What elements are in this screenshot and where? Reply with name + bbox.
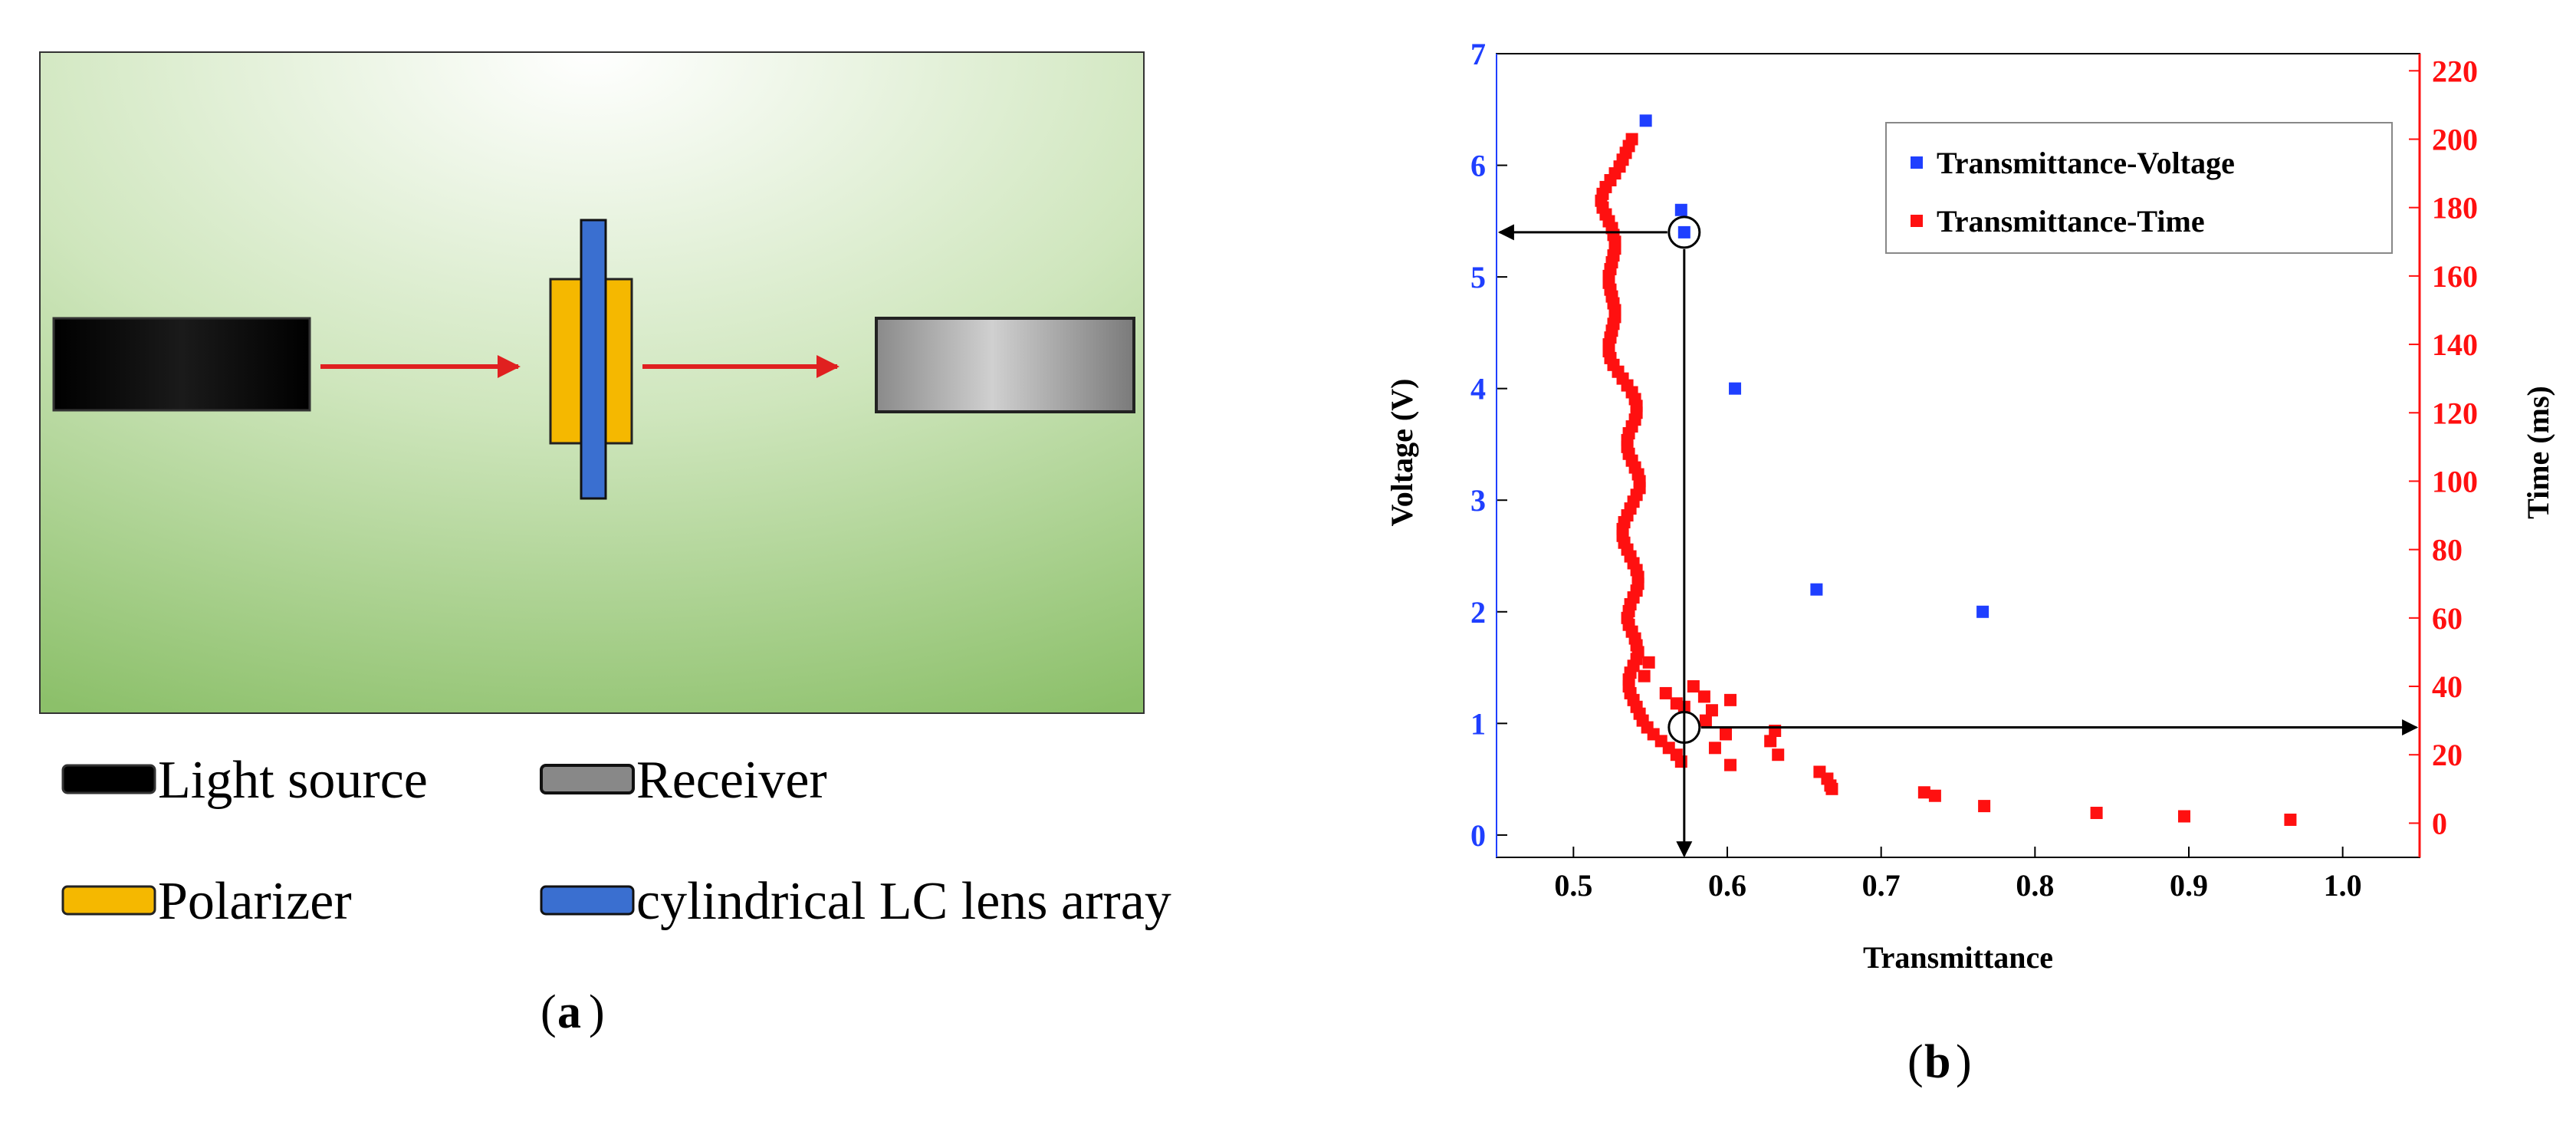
legend-swatch-light-source xyxy=(61,764,156,794)
y2-tick-label: 0 xyxy=(2432,806,2447,840)
x-tick-label: 0.9 xyxy=(2170,868,2208,903)
x-tick-label: 1.0 xyxy=(2324,868,2362,903)
legend-label-time: Transmittance-Time xyxy=(1937,204,2205,238)
y2-tick-label: 140 xyxy=(2432,327,2478,362)
data-point xyxy=(1699,714,1712,727)
data-point xyxy=(1928,789,1941,802)
data-point xyxy=(1724,693,1737,706)
annotation-circle-time xyxy=(1668,711,1701,745)
legend-label-light-source: Light source xyxy=(158,751,428,810)
svg-text:): ) xyxy=(1956,1036,1972,1088)
series-voltage xyxy=(1639,114,1990,618)
data-point xyxy=(1687,680,1700,693)
x-tick-label: 0.6 xyxy=(1708,868,1746,903)
y-axis-label: Voltage (V) xyxy=(1385,379,1419,527)
y-axis-right: 0 20 40 60 80 100 120 140 160 180 200 220 xyxy=(2409,54,2478,857)
legend-label-voltage: Transmittance-Voltage xyxy=(1937,146,2235,180)
y2-tick-label: 180 xyxy=(2432,191,2478,225)
caption-a-letter: a xyxy=(557,986,581,1038)
data-point xyxy=(1705,704,1718,717)
data-point xyxy=(1638,669,1651,683)
data-point xyxy=(1724,758,1737,771)
y2-tick-label: 220 xyxy=(2432,54,2478,88)
y-tick-label: 1 xyxy=(1470,706,1486,741)
legend-item-receiver: Receiver xyxy=(540,751,827,810)
data-point xyxy=(2177,810,2190,823)
y2-tick-label: 40 xyxy=(2432,669,2463,704)
data-point xyxy=(1764,735,1777,748)
legend-item-polarizer: Polarizer xyxy=(61,872,352,931)
setup-diagram: Light source Receiver Polarizer cylindri… xyxy=(39,51,1171,1038)
legend-swatch-polarizer xyxy=(61,885,156,916)
data-point xyxy=(1810,583,1823,596)
y2-axis-label: Time (ms) xyxy=(2521,386,2555,519)
y2-tick-label: 100 xyxy=(2432,464,2478,498)
caption-a: ( a ) xyxy=(540,986,605,1038)
legend-a: Light source Receiver Polarizer cylindri… xyxy=(61,751,1171,931)
legend-swatch-lens-array xyxy=(540,885,635,916)
receiver-block xyxy=(875,317,1135,413)
data-point xyxy=(1674,203,1687,216)
legend-label-receiver: Receiver xyxy=(636,751,827,810)
data-point xyxy=(1825,782,1838,795)
legend-swatch-receiver xyxy=(540,764,635,794)
svg-text:(: ( xyxy=(1907,1036,1924,1088)
annotation-circle-voltage xyxy=(1668,215,1701,249)
data-point xyxy=(1642,656,1655,669)
y-tick-label: 7 xyxy=(1470,37,1486,71)
data-point xyxy=(1978,800,1991,813)
data-point xyxy=(1976,605,1990,618)
legend-label-lens-array: cylindrical LC lens array xyxy=(636,872,1171,931)
y2-tick-label: 160 xyxy=(2432,259,2478,294)
lens-array-block xyxy=(580,219,607,500)
data-point xyxy=(1708,742,1721,755)
legend-b: Transmittance-Voltage Transmittance-Time xyxy=(1885,122,2393,254)
panel-a: Light source Receiver Polarizer cylindri… xyxy=(39,51,1171,1038)
y-tick-label: 0 xyxy=(1470,818,1486,853)
x-tick-label: 0.8 xyxy=(2016,868,2054,903)
svg-text:(: ( xyxy=(540,986,557,1038)
x-axis: 0.5 0.6 0.7 0.8 0.9 1.0 xyxy=(1554,847,2362,903)
data-point xyxy=(2090,807,2103,820)
y-tick-label: 2 xyxy=(1470,595,1486,630)
light-source-block xyxy=(52,317,311,412)
y2-tick-label: 20 xyxy=(2432,738,2463,772)
y2-tick-label: 120 xyxy=(2432,396,2478,430)
svg-text:): ) xyxy=(589,986,605,1038)
data-point xyxy=(1729,382,1742,395)
series-time xyxy=(1595,133,2297,826)
data-point xyxy=(1772,748,1785,762)
y-tick-label: 6 xyxy=(1470,149,1486,183)
legend-marker-voltage xyxy=(1911,156,1923,169)
legend-marker-time xyxy=(1911,215,1923,227)
data-point xyxy=(1659,686,1672,699)
y-tick-label: 5 xyxy=(1470,260,1486,294)
series-layer xyxy=(1595,114,2297,826)
y-axis-left: 0 1 2 3 4 5 6 7 xyxy=(1470,37,1507,857)
data-point xyxy=(1917,786,1930,799)
data-point xyxy=(2284,813,2297,826)
y2-tick-label: 60 xyxy=(2432,601,2463,636)
y2-tick-label: 80 xyxy=(2432,533,2463,567)
legend-box xyxy=(1885,122,2393,254)
data-point xyxy=(1697,690,1710,703)
caption-b-letter: b xyxy=(1924,1036,1950,1088)
x-tick-label: 0.7 xyxy=(1862,868,1901,903)
legend-item-light-source: Light source xyxy=(61,751,428,810)
y2-tick-label: 200 xyxy=(2432,122,2478,156)
data-point xyxy=(1719,728,1732,741)
y-tick-label: 3 xyxy=(1470,483,1486,518)
data-point xyxy=(1677,225,1691,238)
y-tick-label: 4 xyxy=(1470,372,1486,406)
data-point xyxy=(1674,755,1687,768)
legend-item-lens-array: cylindrical LC lens array xyxy=(540,872,1171,931)
legend-label-polarizer: Polarizer xyxy=(158,872,352,931)
caption-b: ( b ) xyxy=(1907,1036,1972,1088)
x-tick-label: 0.5 xyxy=(1554,868,1592,903)
annotation-layer xyxy=(1497,215,2419,858)
data-point xyxy=(1639,114,1652,127)
x-axis-label: Transmittance xyxy=(1863,940,2053,975)
